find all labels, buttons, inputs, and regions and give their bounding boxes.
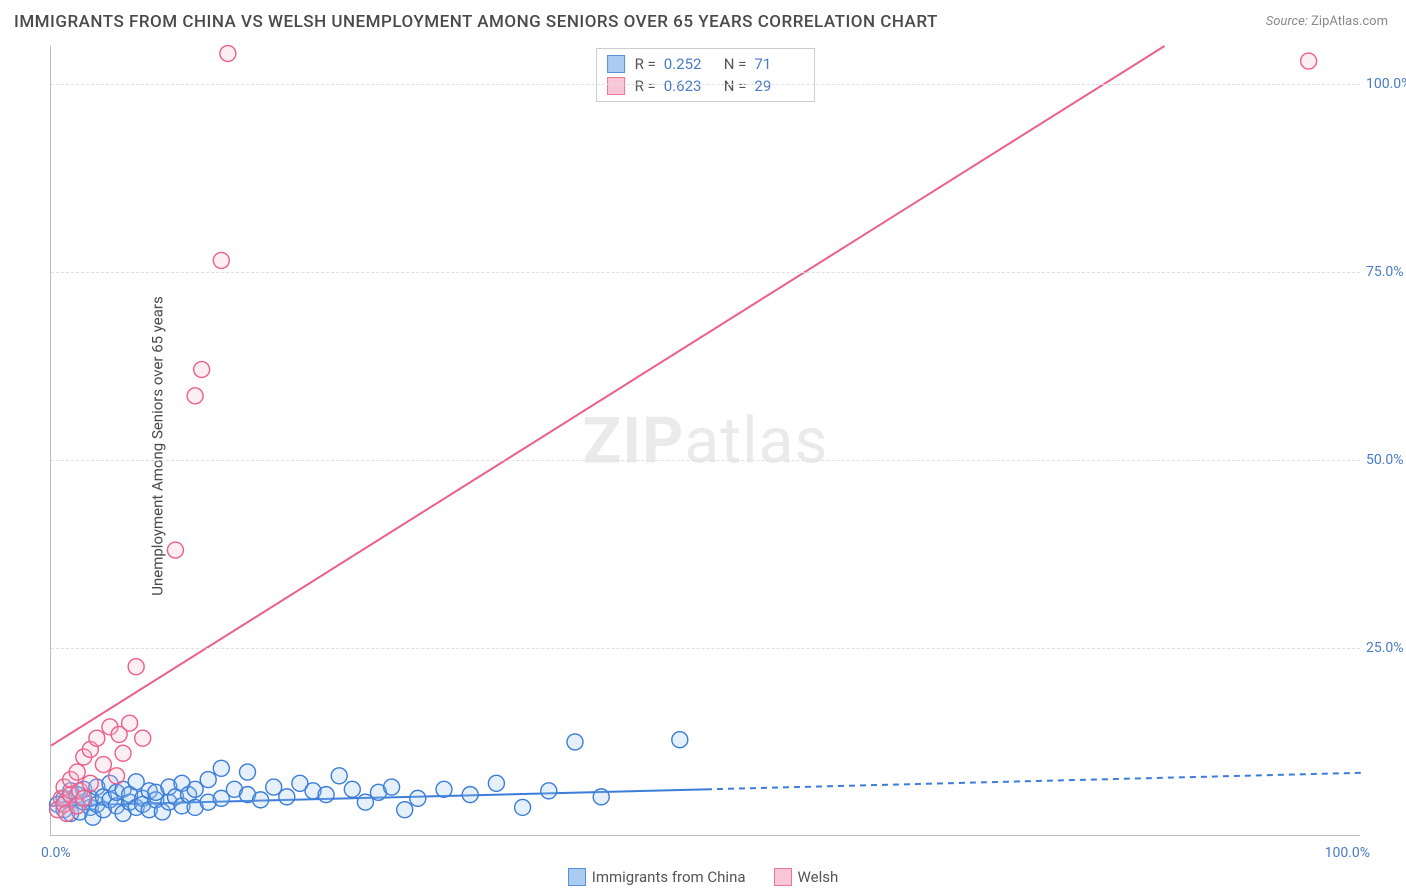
data-point: [344, 781, 360, 797]
r-label: R =: [635, 77, 656, 95]
data-point: [279, 789, 295, 805]
data-point: [1301, 53, 1317, 69]
gridline: [51, 460, 1360, 461]
y-tick-label: 25.0%: [1366, 640, 1406, 656]
trend-line: [51, 46, 1165, 746]
data-point: [95, 757, 111, 773]
data-point: [76, 790, 92, 806]
data-point: [462, 787, 478, 803]
n-label: N =: [724, 77, 747, 95]
data-point: [567, 734, 583, 750]
data-point: [213, 760, 229, 776]
data-point: [593, 789, 609, 805]
legend-swatch: [607, 55, 625, 73]
data-point: [253, 792, 269, 808]
r-value: 0.623: [664, 77, 714, 95]
data-point: [128, 659, 144, 675]
source-label: Source:: [1266, 14, 1308, 29]
data-point: [69, 764, 85, 780]
r-value: 0.252: [664, 55, 714, 73]
x-tick-label: 100.0%: [1325, 845, 1370, 861]
stats-row: R = 0.623 N = 29: [607, 75, 805, 97]
y-tick-label: 50.0%: [1366, 452, 1406, 468]
source-attribution: Source: ZipAtlas.com: [1266, 14, 1388, 29]
data-point: [135, 730, 151, 746]
r-label: R =: [635, 55, 656, 73]
trend-line-dashed: [706, 773, 1361, 790]
n-value: 71: [754, 55, 804, 73]
data-point: [109, 768, 125, 784]
data-point: [213, 252, 229, 268]
legend-swatch: [568, 868, 586, 886]
data-point: [436, 781, 452, 797]
data-point: [240, 764, 256, 780]
data-point: [331, 768, 347, 784]
legend-item: Immigrants from China: [568, 868, 746, 886]
n-label: N =: [724, 55, 747, 73]
correlation-stats-legend: R = 0.252 N = 71 R = 0.623 N = 29: [596, 48, 816, 102]
gridline: [51, 272, 1360, 273]
data-point: [488, 775, 504, 791]
data-point: [115, 745, 131, 761]
data-point: [200, 772, 216, 788]
data-point: [384, 779, 400, 795]
chart-svg: [51, 46, 1360, 835]
plot-area: ZIPatlas R =0.252N =71R =0.623N =29 25.0…: [50, 46, 1360, 836]
data-point: [167, 542, 183, 558]
data-point: [89, 730, 105, 746]
legend-label: Welsh: [798, 868, 839, 886]
gridline: [51, 84, 1360, 85]
legend-swatch: [607, 77, 625, 95]
source-value: ZipAtlas.com: [1311, 14, 1388, 29]
data-point: [318, 787, 334, 803]
series-legend: Immigrants from China Welsh: [0, 868, 1406, 890]
data-point: [672, 732, 688, 748]
data-point: [515, 799, 531, 815]
legend-swatch: [774, 868, 792, 886]
data-point: [410, 790, 426, 806]
n-value: 29: [754, 77, 804, 95]
data-point: [194, 362, 210, 378]
stats-row: R = 0.252 N = 71: [607, 53, 805, 75]
x-tick-label: 0.0%: [41, 845, 71, 861]
gridline: [51, 648, 1360, 649]
data-point: [82, 775, 98, 791]
chart-title: IMMIGRANTS FROM CHINA VS WELSH UNEMPLOYM…: [14, 12, 938, 32]
data-point: [397, 802, 413, 818]
data-point: [187, 388, 203, 404]
y-tick-label: 75.0%: [1366, 264, 1406, 280]
y-tick-label: 100.0%: [1366, 76, 1406, 92]
data-point: [220, 46, 236, 62]
legend-item: Welsh: [774, 868, 839, 886]
data-point: [541, 783, 557, 799]
legend-label: Immigrants from China: [592, 868, 746, 886]
data-point: [122, 715, 138, 731]
